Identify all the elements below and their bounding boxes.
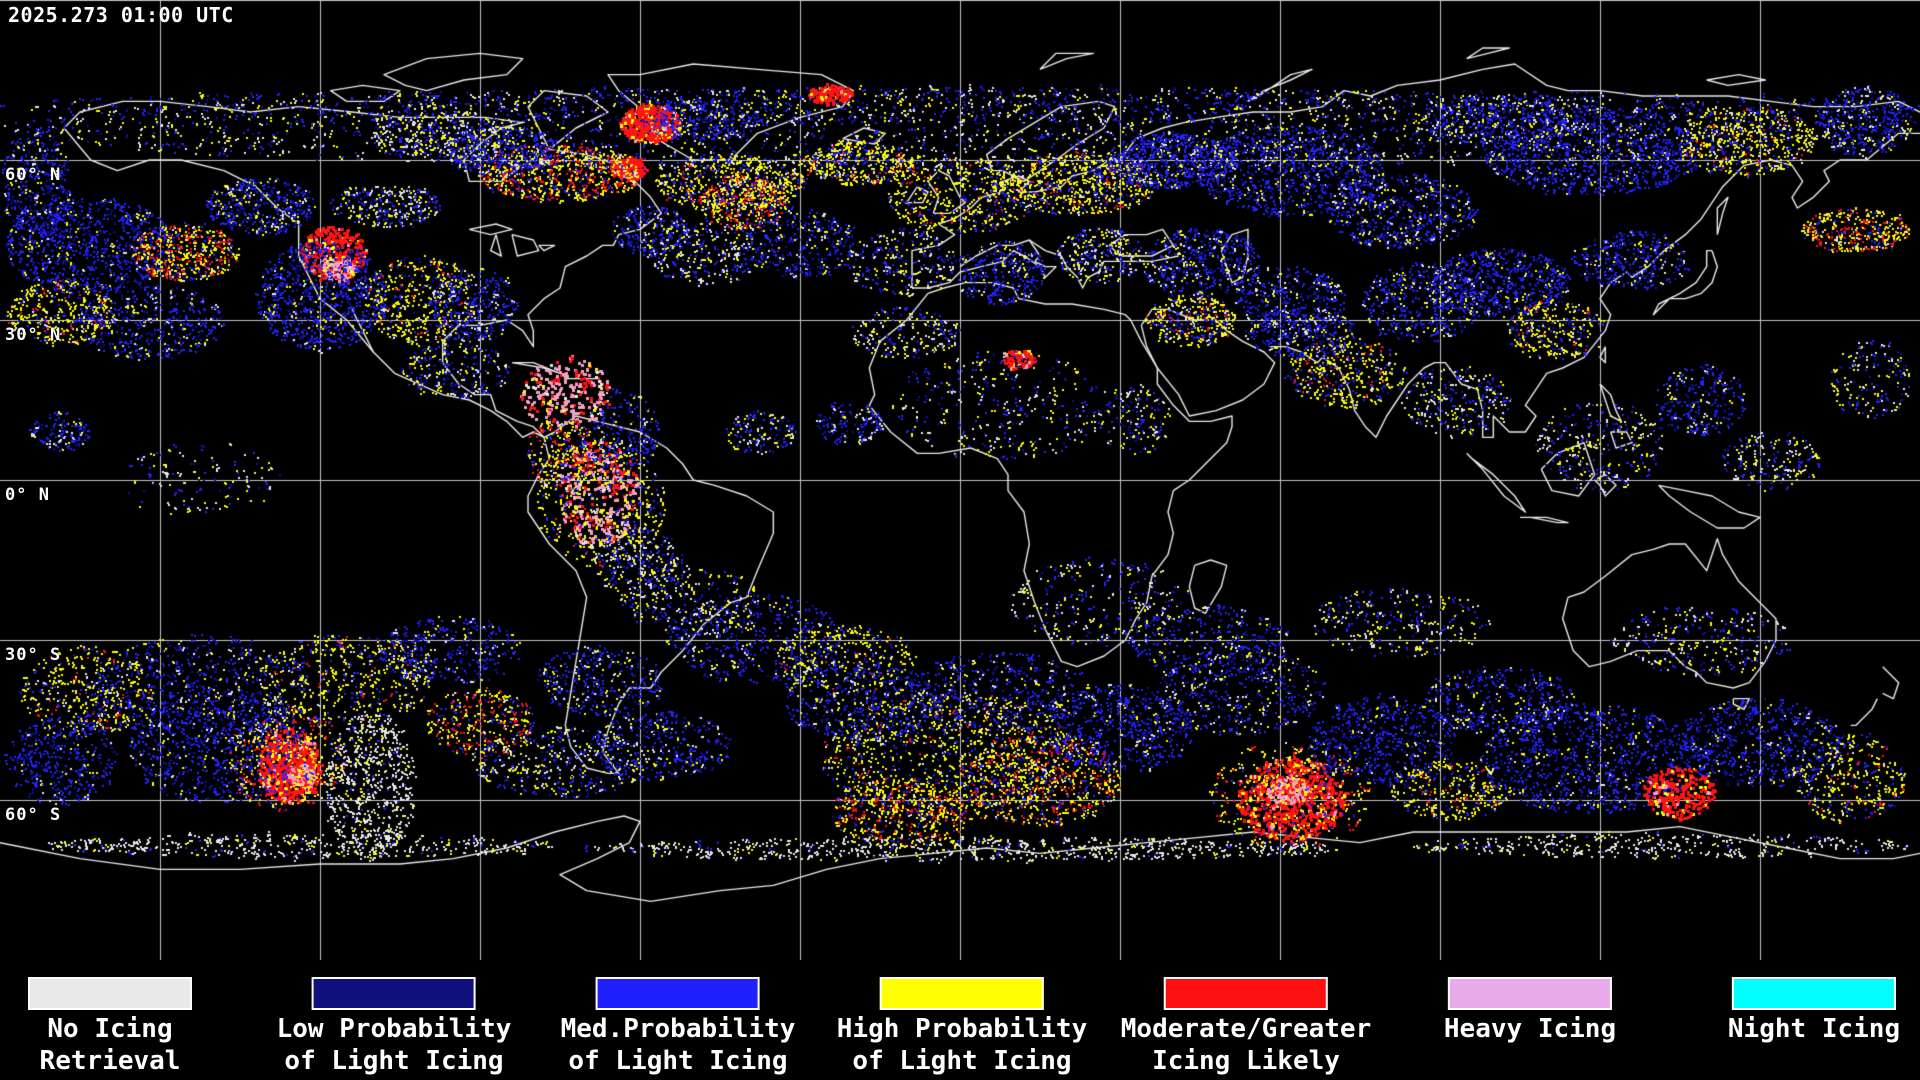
latitude-label: 30° N xyxy=(5,325,62,345)
legend-label: Retrieval xyxy=(39,1046,181,1076)
legend-label: Night Icing xyxy=(1727,1014,1901,1044)
legend-swatch-moderate-greater xyxy=(1163,977,1328,1010)
legend: No Icing Retrieval Low Probability of Light… xyxy=(0,960,1920,1080)
legend-item-heavy-icing: Heavy Icing xyxy=(1444,977,1616,1045)
legend-swatch-night-icing xyxy=(1732,977,1896,1010)
legend-swatch-high-probability xyxy=(879,977,1044,1010)
latitude-label: 60° N xyxy=(5,165,62,185)
timestamp-label: 2025.273 01:00 UTC xyxy=(8,3,234,27)
legend-label: No Icing xyxy=(47,1014,173,1044)
legend-item-moderate-greater: Moderate/Greater Icing Likely xyxy=(1121,977,1371,1077)
legend-swatch-heavy-icing xyxy=(1448,977,1612,1010)
legend-item-high-probability: High Probability of Light Icing xyxy=(837,977,1087,1077)
legend-label: Moderate/Greater xyxy=(1120,1014,1372,1044)
latitude-label: 60° S xyxy=(5,805,62,825)
latitude-label: 0° N xyxy=(5,485,50,505)
legend-item-no-icing-retrieval: No Icing Retrieval xyxy=(28,977,192,1077)
legend-item-low-probability: Low Probability of Light Icing xyxy=(276,977,512,1077)
legend-label: of Light Icing xyxy=(284,1046,504,1076)
legend-item-night-icing: Night Icing xyxy=(1728,977,1900,1045)
legend-label: of Light Icing xyxy=(568,1046,788,1076)
legend-label: Heavy Icing xyxy=(1443,1014,1617,1044)
world-icing-map xyxy=(0,0,1920,960)
legend-label: of Light Icing xyxy=(852,1046,1072,1076)
legend-label: Low Probability xyxy=(276,1014,512,1044)
legend-label: High Probability xyxy=(836,1014,1088,1044)
legend-item-med-probability: Med.Probability of Light Icing xyxy=(560,977,796,1077)
legend-swatch-no-icing-retrieval xyxy=(28,977,192,1010)
legend-label: Icing Likely xyxy=(1152,1046,1340,1076)
latitude-label: 30° S xyxy=(5,645,62,665)
legend-label: Med.Probability xyxy=(560,1014,796,1044)
legend-swatch-low-probability xyxy=(312,977,476,1010)
legend-swatch-med-probability xyxy=(596,977,760,1010)
